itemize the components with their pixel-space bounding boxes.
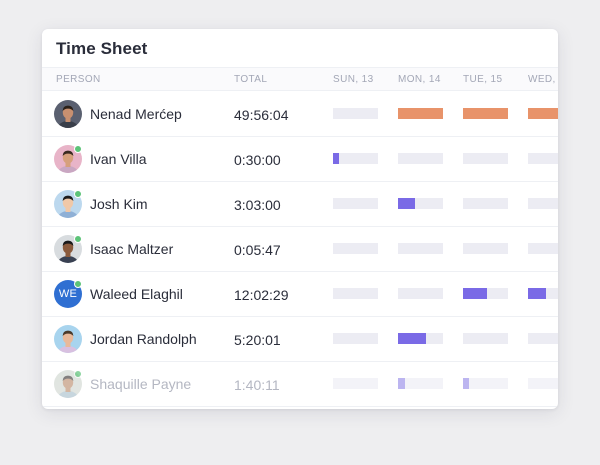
day-time-fill <box>463 108 508 119</box>
table-row[interactable]: Shaquille Payne 1:40:11 <box>42 362 558 407</box>
day-time-bar[interactable] <box>333 108 378 119</box>
day-time-bar[interactable] <box>333 153 378 164</box>
day-time-fill <box>463 288 487 299</box>
column-header-total[interactable]: TOTAL <box>234 74 268 85</box>
day-time-bar[interactable] <box>333 288 378 299</box>
online-status-icon <box>74 370 82 378</box>
total-time: 3:03:00 <box>234 197 281 213</box>
day-time-bar[interactable] <box>463 288 508 299</box>
online-status-icon <box>74 280 82 288</box>
total-time: 1:40:11 <box>234 377 280 393</box>
day-time-bar[interactable] <box>398 378 443 389</box>
day-time-fill <box>398 198 416 209</box>
day-time-fill <box>528 288 546 299</box>
online-status-icon <box>74 190 82 198</box>
avatar[interactable] <box>54 100 82 128</box>
day-time-fill <box>398 333 426 344</box>
day-time-bar[interactable] <box>463 333 508 344</box>
person-name[interactable]: Jordan Randolph <box>90 331 197 347</box>
person-name[interactable]: Nenad Merćep <box>90 106 182 122</box>
column-header-sun[interactable]: SUN, 13 <box>333 74 374 85</box>
total-time: 49:56:04 <box>234 107 289 123</box>
day-time-bar[interactable] <box>333 243 378 254</box>
day-time-bar[interactable] <box>528 378 558 389</box>
day-time-bar[interactable] <box>463 108 508 119</box>
person-name[interactable]: Shaquille Payne <box>90 376 192 392</box>
person-name[interactable]: Waleed Elaghil <box>90 286 183 302</box>
day-time-bar[interactable] <box>398 108 443 119</box>
page-title: Time Sheet <box>56 39 148 58</box>
day-time-fill <box>528 108 558 119</box>
column-header-person[interactable]: PERSON <box>56 74 101 85</box>
day-time-fill <box>463 378 470 389</box>
online-status-icon <box>74 145 82 153</box>
day-time-bar[interactable] <box>463 378 508 389</box>
day-time-bar[interactable] <box>528 153 558 164</box>
person-name[interactable]: Josh Kim <box>90 196 148 212</box>
avatar[interactable] <box>54 325 82 353</box>
day-time-bar[interactable] <box>398 288 443 299</box>
table-header: PERSON TOTAL SUN, 13 MON, 14 TUE, 15 WED… <box>42 67 558 91</box>
day-time-bar[interactable] <box>463 243 508 254</box>
day-time-bar[interactable] <box>333 333 378 344</box>
person-name[interactable]: Isaac Maltzer <box>90 241 174 257</box>
day-time-fill <box>398 108 443 119</box>
time-sheet-card: Time Sheet PERSON TOTAL SUN, 13 MON, 14 … <box>42 29 558 409</box>
person-name[interactable]: Ivan Villa <box>90 151 147 167</box>
day-time-fill <box>333 153 340 164</box>
day-time-bar[interactable] <box>528 108 558 119</box>
online-status-icon <box>74 235 82 243</box>
day-time-fill <box>398 378 406 389</box>
table-row[interactable]: Isaac Maltzer 0:05:47 <box>42 227 558 272</box>
day-time-bar[interactable] <box>463 198 508 209</box>
column-header-tue[interactable]: TUE, 15 <box>463 74 503 85</box>
day-time-bar[interactable] <box>528 333 558 344</box>
day-time-bar[interactable] <box>333 378 378 389</box>
day-time-bar[interactable] <box>398 153 443 164</box>
avatar-initials: WE <box>58 288 78 300</box>
total-time: 12:02:29 <box>234 287 289 303</box>
day-time-bar[interactable] <box>398 198 443 209</box>
total-time: 0:05:47 <box>234 242 281 258</box>
day-time-bar[interactable] <box>528 243 558 254</box>
table-row[interactable]: Ivan Villa 0:30:00 <box>42 137 558 182</box>
table-row[interactable]: Jordan Randolph 5:20:01 <box>42 317 558 362</box>
table-row[interactable]: Josh Kim 3:03:00 <box>42 182 558 227</box>
day-time-bar[interactable] <box>463 153 508 164</box>
total-time: 5:20:01 <box>234 332 281 348</box>
day-time-bar[interactable] <box>398 333 443 344</box>
table-row[interactable]: WE Waleed Elaghil 12:02:29 <box>42 272 558 317</box>
column-header-wed[interactable]: WED, <box>528 74 556 85</box>
column-header-mon[interactable]: MON, 14 <box>398 74 441 85</box>
total-time: 0:30:00 <box>234 152 281 168</box>
day-time-bar[interactable] <box>333 198 378 209</box>
day-time-bar[interactable] <box>528 288 558 299</box>
table-row[interactable]: Nenad Merćep 49:56:04 <box>42 92 558 137</box>
day-time-bar[interactable] <box>398 243 443 254</box>
day-time-bar[interactable] <box>528 198 558 209</box>
